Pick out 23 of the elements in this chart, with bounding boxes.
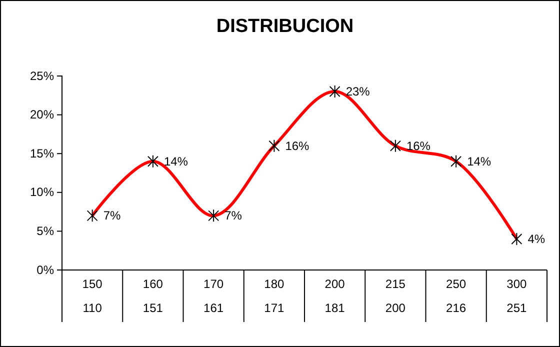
x-tick-label: 150 110: [82, 277, 103, 315]
x-tick-label: 170 161: [204, 277, 224, 315]
x-tick-label: 180 171: [264, 277, 285, 315]
data-label: 14%: [467, 154, 492, 168]
x-tick-label: 300 251: [506, 277, 528, 315]
data-label: 16%: [285, 138, 310, 153]
x-tick-label: 160 151: [142, 277, 164, 315]
chart-title: DISTRIBUCION: [216, 16, 354, 37]
y-tick-label: 20%: [30, 108, 54, 122]
y-tick-label: 5%: [36, 224, 54, 238]
data-label: 23%: [346, 84, 370, 99]
data-label: 7%: [103, 208, 121, 223]
data-label: 4%: [528, 232, 546, 246]
data-label: 7%: [224, 208, 242, 223]
x-tick-label: 200 181: [324, 277, 346, 315]
x-tick-label: 250 216: [446, 277, 466, 315]
x-tick-label: 215 200: [385, 277, 406, 315]
data-label: 14%: [164, 154, 188, 168]
y-tick-label: 25%: [30, 68, 54, 83]
y-tick-label: 15%: [30, 146, 54, 160]
data-label: 16%: [406, 138, 431, 153]
y-tick-label: 10%: [30, 185, 54, 200]
y-tick-label: 0%: [36, 262, 54, 277]
